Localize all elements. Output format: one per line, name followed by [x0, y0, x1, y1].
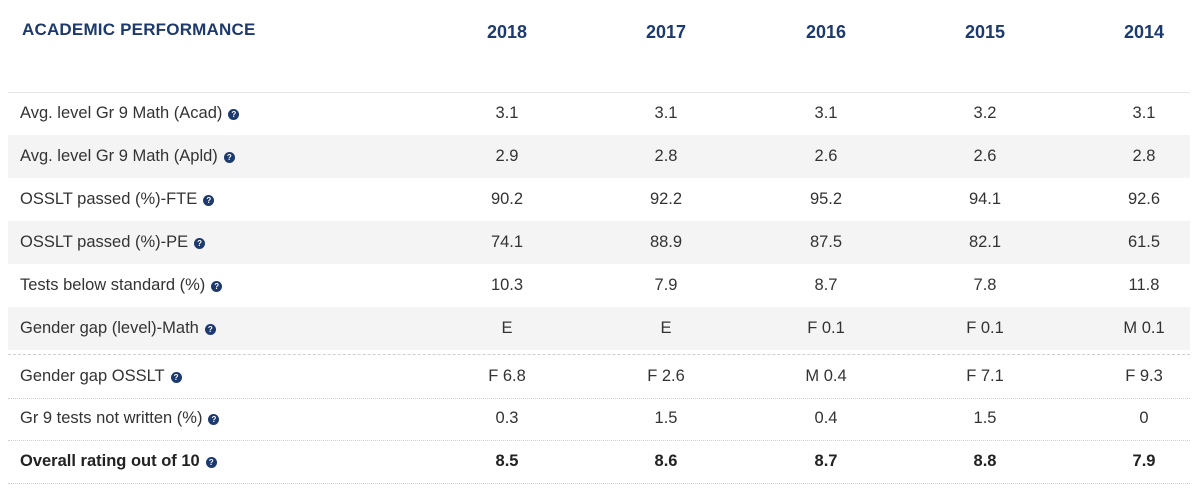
cell-2014: 2.8 — [1132, 147, 1156, 165]
cell-2017: 1.5 — [654, 409, 678, 427]
year-header-2014: 2014 — [1123, 22, 1165, 42]
row-label: Gender gap OSSLT? — [20, 355, 182, 398]
cell-2015: 94.1 — [968, 190, 1002, 208]
row-label-text: OSSLT passed (%)-FTE — [20, 190, 198, 208]
cell-2016: M 0.4 — [805, 367, 847, 385]
cell-2014: 11.8 — [1128, 276, 1160, 294]
cell-2018: F 6.8 — [488, 367, 526, 385]
table-row-gender-gap-osslt: Gender gap OSSLT? F 6.8 F 2.6 M 0.4 F 7.1 F 9… — [8, 354, 1190, 399]
table-row-avg-math-acad: Avg. level Gr 9 Math (Acad)? 3.1 3.1 3.1 3.2… — [8, 92, 1190, 135]
cell-2016: F 0.1 — [807, 319, 845, 337]
cell-2016: 8.7 — [814, 452, 838, 470]
info-circle-icon[interactable]: ? — [228, 109, 240, 120]
table-row-osslt-pe: OSSLT passed (%)-PE? 74.1 88.9 87.5 82.1 61.5 — [8, 221, 1190, 264]
year-header-2018: 2018 — [486, 22, 528, 42]
cell-2017: 88.9 — [649, 233, 683, 251]
cell-2017: 7.9 — [654, 276, 678, 294]
row-label-text: OSSLT passed (%)-PE — [20, 233, 189, 251]
row-label: OSSLT passed (%)-PE? — [20, 221, 206, 264]
cell-2017: 92.2 — [649, 190, 683, 208]
info-circle-icon[interactable]: ? — [223, 152, 235, 163]
cell-2015: 7.8 — [973, 276, 997, 294]
cell-2015: 1.5 — [973, 409, 997, 427]
row-label-text: Gender gap (level)-Math — [20, 319, 199, 337]
info-circle-icon[interactable]: ? — [170, 372, 182, 383]
cell-2018: E — [501, 319, 513, 337]
table-title: ACADEMIC PERFORMANCE — [22, 20, 256, 39]
cell-2018: 0.3 — [495, 409, 519, 427]
year-header-2015: 2015 — [964, 22, 1006, 42]
cell-2015: F 0.1 — [966, 319, 1004, 337]
year-header-2017: 2017 — [645, 22, 687, 42]
row-label-text: Avg. level Gr 9 Math (Acad) — [20, 104, 223, 122]
info-circle-icon[interactable]: ? — [208, 414, 220, 425]
cell-2014: 3.1 — [1132, 104, 1156, 122]
row-label: Gr 9 tests not written (%)? — [20, 397, 220, 440]
cell-2014: 0 — [1139, 409, 1149, 427]
info-circle-icon[interactable]: ? — [194, 238, 206, 249]
row-label-text: Gr 9 tests not written (%) — [20, 409, 203, 427]
row-label-text: Tests below standard (%) — [20, 276, 206, 294]
cell-2018: 2.9 — [495, 147, 519, 165]
cell-2018: 90.2 — [490, 190, 524, 208]
cell-2016: 8.7 — [814, 276, 838, 294]
table-row-tests-below-standard: Tests below standard (%)? 10.3 7.9 8.7 7.8 11… — [8, 264, 1190, 307]
cell-2015: 3.2 — [973, 104, 997, 122]
table-row-tests-not-written: Gr 9 tests not written (%)? 0.3 1.5 0.4 1.5 0 — [8, 397, 1190, 441]
cell-2015: 8.8 — [973, 452, 997, 470]
cell-2016: 2.6 — [814, 147, 838, 165]
row-label: Avg. level Gr 9 Math (Acad)? — [20, 92, 240, 135]
table-row-osslt-fte: OSSLT passed (%)-FTE? 90.2 92.2 95.2 94.1 92.… — [8, 178, 1190, 221]
row-label-text: Avg. level Gr 9 Math (Apld) — [20, 147, 218, 165]
cell-2014: 7.9 — [1132, 452, 1156, 470]
cell-2018: 10.3 — [490, 276, 524, 294]
cell-2014: 61.5 — [1127, 233, 1161, 251]
table-header: ACADEMIC PERFORMANCE 2018 2017 2016 2015… — [8, 0, 1190, 93]
row-label-text: Gender gap OSSLT — [20, 367, 165, 385]
table-row-overall-rating: Overall rating out of 10? 8.5 8.6 8.7 8.8 7.9 — [8, 440, 1190, 484]
info-circle-icon[interactable]: ? — [204, 324, 216, 335]
cell-2014: F 9.3 — [1125, 367, 1163, 385]
cell-2017: 8.6 — [654, 452, 678, 470]
cell-2018: 8.5 — [495, 452, 519, 470]
cell-2016: 3.1 — [814, 104, 838, 122]
cell-2014: 92.6 — [1127, 190, 1161, 208]
cell-2016: 0.4 — [814, 409, 838, 427]
cell-2015: 2.6 — [973, 147, 997, 165]
info-circle-icon[interactable]: ? — [205, 457, 217, 468]
table-row-gender-gap-math: Gender gap (level)-Math? E E F 0.1 F 0.1 M 0.… — [8, 307, 1190, 350]
info-circle-icon[interactable]: ? — [203, 195, 215, 206]
row-label: Gender gap (level)-Math? — [20, 307, 216, 350]
cell-2016: 95.2 — [809, 190, 843, 208]
table-row-avg-math-apld: Avg. level Gr 9 Math (Apld)? 2.9 2.8 2.6 2.6… — [8, 135, 1190, 178]
cell-2017: E — [660, 319, 672, 337]
row-label-text: Overall rating out of 10 — [20, 452, 200, 470]
cell-2017: 3.1 — [654, 104, 678, 122]
cell-2014: M 0.1 — [1123, 319, 1165, 337]
row-label: OSSLT passed (%)-FTE? — [20, 178, 215, 221]
cell-2017: F 2.6 — [647, 367, 685, 385]
cell-2015: 82.1 — [968, 233, 1002, 251]
cell-2015: F 7.1 — [966, 367, 1004, 385]
year-header-2016: 2016 — [805, 22, 847, 42]
row-label: Tests below standard (%)? — [20, 264, 223, 307]
row-label: Overall rating out of 10? — [20, 440, 217, 483]
row-label: Avg. level Gr 9 Math (Apld)? — [20, 135, 235, 178]
info-circle-icon[interactable]: ? — [211, 281, 223, 292]
cell-2018: 3.1 — [495, 104, 519, 122]
cell-2017: 2.8 — [654, 147, 678, 165]
cell-2018: 74.1 — [490, 233, 524, 251]
cell-2016: 87.5 — [809, 233, 843, 251]
